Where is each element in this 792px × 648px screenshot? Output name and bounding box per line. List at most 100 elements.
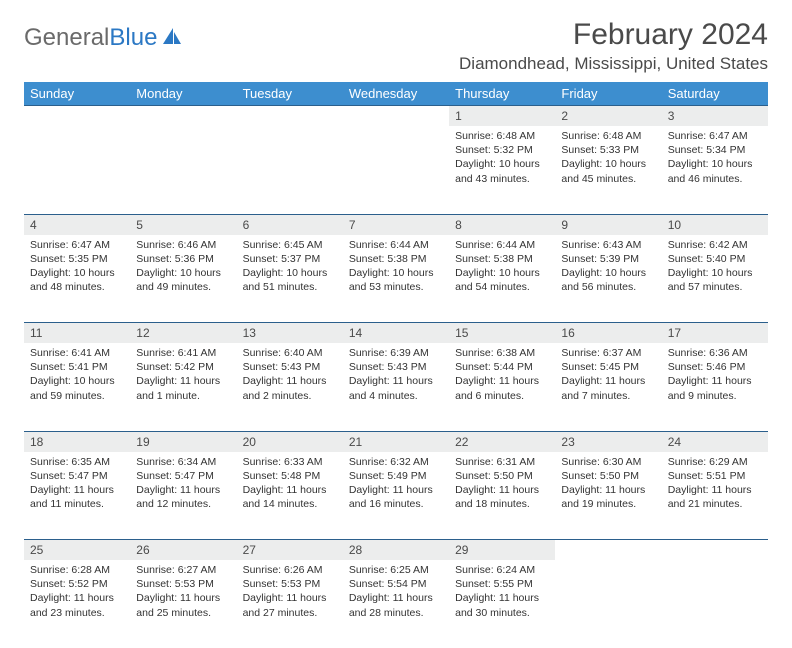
daylight-text: Daylight: 11 hours and 30 minutes. xyxy=(455,591,549,619)
day-content-cell: Sunrise: 6:34 AMSunset: 5:47 PMDaylight:… xyxy=(130,452,236,540)
daylight-text: Daylight: 11 hours and 21 minutes. xyxy=(668,483,762,511)
daylight-text: Daylight: 11 hours and 19 minutes. xyxy=(561,483,655,511)
sunset-text: Sunset: 5:48 PM xyxy=(243,469,337,483)
sunrise-text: Sunrise: 6:41 AM xyxy=(30,346,124,360)
day-number-cell: 25 xyxy=(24,540,130,561)
day-number-cell: 22 xyxy=(449,431,555,452)
day-content-cell: Sunrise: 6:24 AMSunset: 5:55 PMDaylight:… xyxy=(449,560,555,648)
day-content-cell: Sunrise: 6:33 AMSunset: 5:48 PMDaylight:… xyxy=(237,452,343,540)
day-number-cell xyxy=(130,106,236,127)
calendar-body: 123Sunrise: 6:48 AMSunset: 5:32 PMDaylig… xyxy=(24,106,768,648)
calendar-header: SundayMondayTuesdayWednesdayThursdayFrid… xyxy=(24,82,768,106)
sunset-text: Sunset: 5:43 PM xyxy=(349,360,443,374)
content-row: Sunrise: 6:35 AMSunset: 5:47 PMDaylight:… xyxy=(24,452,768,540)
day-content-cell: Sunrise: 6:28 AMSunset: 5:52 PMDaylight:… xyxy=(24,560,130,648)
day-number-cell: 3 xyxy=(662,106,768,127)
day-number-cell: 7 xyxy=(343,214,449,235)
sunset-text: Sunset: 5:53 PM xyxy=(243,577,337,591)
daylight-text: Daylight: 11 hours and 25 minutes. xyxy=(136,591,230,619)
sunrise-text: Sunrise: 6:39 AM xyxy=(349,346,443,360)
day-content-cell: Sunrise: 6:26 AMSunset: 5:53 PMDaylight:… xyxy=(237,560,343,648)
daylight-text: Daylight: 11 hours and 27 minutes. xyxy=(243,591,337,619)
daylight-text: Daylight: 11 hours and 7 minutes. xyxy=(561,374,655,402)
sunrise-text: Sunrise: 6:47 AM xyxy=(30,238,124,252)
daynum-row: 123 xyxy=(24,106,768,127)
daylight-text: Daylight: 11 hours and 6 minutes. xyxy=(455,374,549,402)
day-number-cell: 14 xyxy=(343,323,449,344)
day-content-cell: Sunrise: 6:37 AMSunset: 5:45 PMDaylight:… xyxy=(555,343,661,431)
day-content-cell: Sunrise: 6:44 AMSunset: 5:38 PMDaylight:… xyxy=(343,235,449,323)
day-number-cell: 23 xyxy=(555,431,661,452)
sunset-text: Sunset: 5:36 PM xyxy=(136,252,230,266)
daylight-text: Daylight: 11 hours and 12 minutes. xyxy=(136,483,230,511)
sunrise-text: Sunrise: 6:35 AM xyxy=(30,455,124,469)
day-number-cell: 28 xyxy=(343,540,449,561)
day-number-cell: 21 xyxy=(343,431,449,452)
daylight-text: Daylight: 11 hours and 14 minutes. xyxy=(243,483,337,511)
sunrise-text: Sunrise: 6:31 AM xyxy=(455,455,549,469)
day-content-cell: Sunrise: 6:44 AMSunset: 5:38 PMDaylight:… xyxy=(449,235,555,323)
sunset-text: Sunset: 5:34 PM xyxy=(668,143,762,157)
sunrise-text: Sunrise: 6:46 AM xyxy=(136,238,230,252)
day-number-cell xyxy=(237,106,343,127)
daylight-text: Daylight: 10 hours and 54 minutes. xyxy=(455,266,549,294)
daylight-text: Daylight: 10 hours and 45 minutes. xyxy=(561,157,655,185)
day-number-cell xyxy=(662,540,768,561)
day-content-cell xyxy=(343,126,449,214)
weekday-header: Thursday xyxy=(449,82,555,106)
sunset-text: Sunset: 5:39 PM xyxy=(561,252,655,266)
sunset-text: Sunset: 5:47 PM xyxy=(136,469,230,483)
sunset-text: Sunset: 5:40 PM xyxy=(668,252,762,266)
sunset-text: Sunset: 5:38 PM xyxy=(455,252,549,266)
location: Diamondhead, Mississippi, United States xyxy=(459,54,768,74)
day-number-cell: 4 xyxy=(24,214,130,235)
day-content-cell: Sunrise: 6:46 AMSunset: 5:36 PMDaylight:… xyxy=(130,235,236,323)
day-number-cell: 20 xyxy=(237,431,343,452)
sunset-text: Sunset: 5:32 PM xyxy=(455,143,549,157)
day-number-cell: 29 xyxy=(449,540,555,561)
day-content-cell: Sunrise: 6:39 AMSunset: 5:43 PMDaylight:… xyxy=(343,343,449,431)
title-block: February 2024 Diamondhead, Mississippi, … xyxy=(459,18,768,74)
daylight-text: Daylight: 10 hours and 57 minutes. xyxy=(668,266,762,294)
daylight-text: Daylight: 11 hours and 23 minutes. xyxy=(30,591,124,619)
day-number-cell xyxy=(555,540,661,561)
daylight-text: Daylight: 10 hours and 43 minutes. xyxy=(455,157,549,185)
sunset-text: Sunset: 5:43 PM xyxy=(243,360,337,374)
day-number-cell xyxy=(343,106,449,127)
day-number-cell: 9 xyxy=(555,214,661,235)
day-content-cell: Sunrise: 6:27 AMSunset: 5:53 PMDaylight:… xyxy=(130,560,236,648)
day-number-cell: 18 xyxy=(24,431,130,452)
day-content-cell: Sunrise: 6:25 AMSunset: 5:54 PMDaylight:… xyxy=(343,560,449,648)
sunset-text: Sunset: 5:51 PM xyxy=(668,469,762,483)
sunrise-text: Sunrise: 6:41 AM xyxy=(136,346,230,360)
sunrise-text: Sunrise: 6:40 AM xyxy=(243,346,337,360)
daynum-row: 45678910 xyxy=(24,214,768,235)
day-number-cell: 24 xyxy=(662,431,768,452)
day-content-cell: Sunrise: 6:47 AMSunset: 5:34 PMDaylight:… xyxy=(662,126,768,214)
day-content-cell: Sunrise: 6:47 AMSunset: 5:35 PMDaylight:… xyxy=(24,235,130,323)
weekday-header: Sunday xyxy=(24,82,130,106)
daylight-text: Daylight: 11 hours and 11 minutes. xyxy=(30,483,124,511)
sunrise-text: Sunrise: 6:45 AM xyxy=(243,238,337,252)
logo-text-2: Blue xyxy=(109,24,157,52)
day-content-cell xyxy=(555,560,661,648)
day-number-cell: 13 xyxy=(237,323,343,344)
sunrise-text: Sunrise: 6:34 AM xyxy=(136,455,230,469)
sunset-text: Sunset: 5:42 PM xyxy=(136,360,230,374)
day-number-cell: 26 xyxy=(130,540,236,561)
sunrise-text: Sunrise: 6:44 AM xyxy=(455,238,549,252)
day-content-cell: Sunrise: 6:35 AMSunset: 5:47 PMDaylight:… xyxy=(24,452,130,540)
sunset-text: Sunset: 5:44 PM xyxy=(455,360,549,374)
day-number-cell: 27 xyxy=(237,540,343,561)
day-content-cell: Sunrise: 6:45 AMSunset: 5:37 PMDaylight:… xyxy=(237,235,343,323)
sunrise-text: Sunrise: 6:47 AM xyxy=(668,129,762,143)
day-content-cell xyxy=(24,126,130,214)
day-content-cell: Sunrise: 6:48 AMSunset: 5:32 PMDaylight:… xyxy=(449,126,555,214)
day-content-cell: Sunrise: 6:36 AMSunset: 5:46 PMDaylight:… xyxy=(662,343,768,431)
content-row: Sunrise: 6:28 AMSunset: 5:52 PMDaylight:… xyxy=(24,560,768,648)
sunset-text: Sunset: 5:54 PM xyxy=(349,577,443,591)
sunset-text: Sunset: 5:38 PM xyxy=(349,252,443,266)
day-content-cell: Sunrise: 6:29 AMSunset: 5:51 PMDaylight:… xyxy=(662,452,768,540)
daylight-text: Daylight: 10 hours and 59 minutes. xyxy=(30,374,124,402)
daylight-text: Daylight: 11 hours and 4 minutes. xyxy=(349,374,443,402)
